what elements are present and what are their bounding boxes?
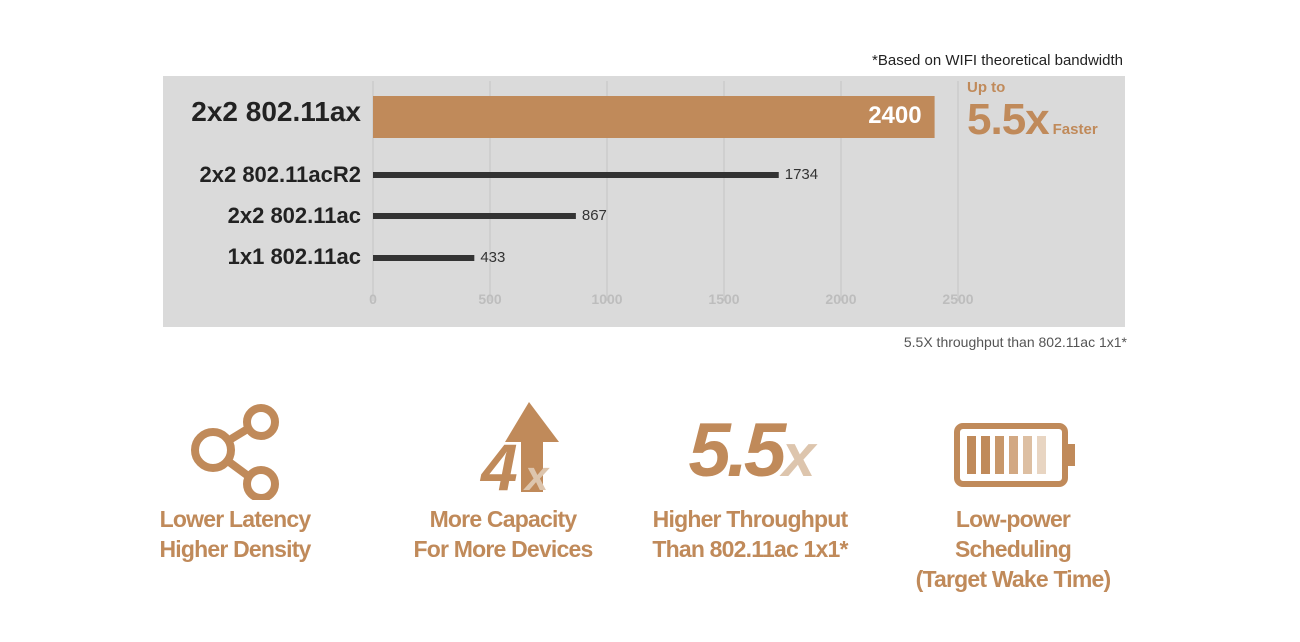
category-label: 2x2 802.11ac bbox=[227, 203, 361, 228]
feature-latency: Lower Latency Higher Density bbox=[125, 400, 345, 564]
tick-label: 2500 bbox=[942, 291, 974, 307]
speed-callout: Up to 5.5x Faster bbox=[967, 80, 1098, 144]
note-throughput: 5.5X throughput than 802.11ac 1x1* bbox=[903, 334, 1127, 350]
feature-throughput: 5.5x Higher Throughput Than 802.11ac 1x1… bbox=[640, 400, 860, 564]
feature-capacity: 4 x More Capacity For More Devices bbox=[393, 400, 613, 564]
note-theoretical-bandwidth: *Based on WIFI theoretical bandwidth bbox=[872, 52, 1123, 69]
glyph-5-5: 5.5 bbox=[688, 407, 786, 493]
data-label: 867 bbox=[581, 207, 607, 224]
tick-label: 500 bbox=[478, 291, 502, 307]
data-label: 2400 bbox=[868, 102, 922, 129]
tick-label: 1000 bbox=[591, 291, 623, 307]
callout-suffix: Faster bbox=[1052, 121, 1098, 138]
bar-chart: 2x2 802.11ax 2x2 802.11acR2 2x2 802.11ac… bbox=[163, 76, 1125, 327]
feature-label: (Target Wake Time) bbox=[915, 566, 1112, 592]
5-5x-icon: 5.5x bbox=[640, 400, 860, 500]
glyph-x: x bbox=[523, 452, 550, 499]
callout-multiplier: 5.5x bbox=[967, 95, 1050, 144]
tick-label: 2000 bbox=[825, 291, 857, 307]
tick-label: 0 bbox=[369, 291, 377, 307]
feature-label: Higher Throughput bbox=[652, 506, 848, 532]
bar bbox=[373, 172, 779, 178]
bar bbox=[373, 96, 935, 138]
share-nodes-icon bbox=[125, 400, 345, 500]
feature-label: Higher Density bbox=[159, 536, 311, 562]
tick-label: 1500 bbox=[708, 291, 740, 307]
bar bbox=[373, 255, 475, 261]
glyph-4: 4 bbox=[479, 430, 518, 500]
category-label: 1x1 802.11ac bbox=[227, 244, 361, 269]
feature-label: Low-power Scheduling bbox=[955, 506, 1072, 562]
battery-icon bbox=[903, 400, 1123, 500]
category-label: 2x2 802.11acR2 bbox=[199, 162, 362, 187]
data-label: 1734 bbox=[784, 166, 819, 183]
category-label: 2x2 802.11ax bbox=[191, 96, 361, 127]
4x-arrow-up-icon: 4 x bbox=[393, 400, 613, 500]
feature-power: Low-power Scheduling (Target Wake Time) bbox=[903, 400, 1123, 594]
feature-label: More Capacity bbox=[429, 506, 578, 532]
callout-prefix: Up to bbox=[967, 79, 1006, 96]
feature-label: Than 802.11ac 1x1* bbox=[652, 536, 848, 562]
glyph-x: x bbox=[782, 421, 815, 489]
chart-plot bbox=[372, 81, 959, 301]
bar bbox=[373, 213, 576, 219]
data-label: 433 bbox=[480, 249, 506, 266]
feature-label: For More Devices bbox=[413, 536, 594, 562]
feature-label: Lower Latency bbox=[159, 506, 311, 532]
